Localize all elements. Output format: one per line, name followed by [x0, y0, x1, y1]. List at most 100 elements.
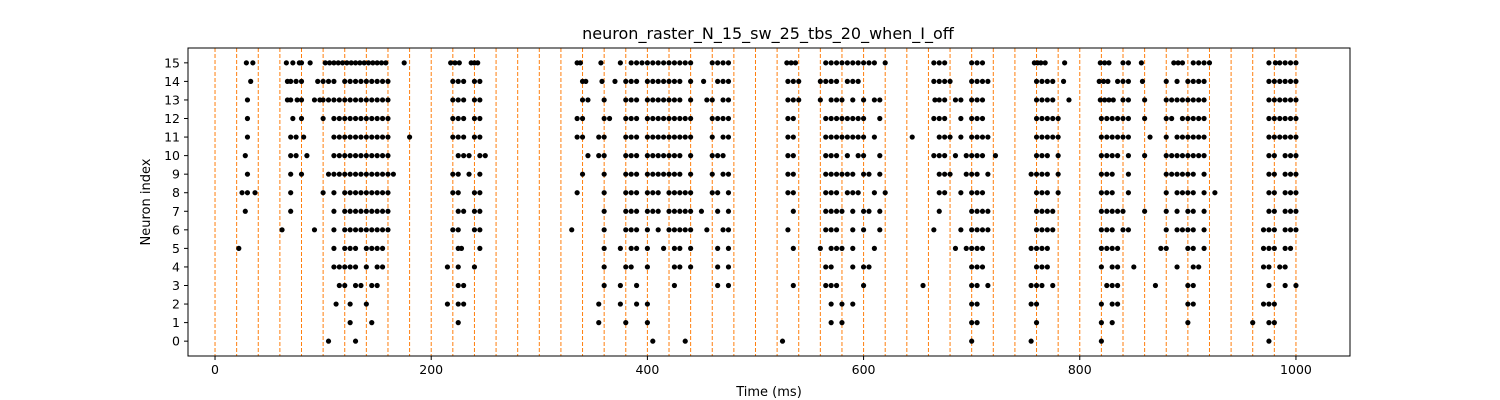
spike-marker: [288, 190, 294, 196]
spike-marker: [655, 78, 661, 84]
spike-marker: [1110, 97, 1116, 103]
spike-marker: [363, 301, 369, 307]
spike-marker: [1266, 171, 1272, 177]
spike-marker: [1260, 264, 1267, 270]
spike-marker: [666, 97, 672, 103]
spike-marker: [661, 97, 667, 103]
spike-marker: [252, 190, 258, 196]
spike-marker: [1039, 115, 1045, 122]
spike-marker: [385, 97, 391, 103]
spike-marker: [1190, 208, 1196, 214]
spike-marker: [688, 78, 694, 84]
spike-marker: [828, 227, 834, 233]
spike-marker: [322, 60, 328, 66]
spike-marker: [725, 134, 732, 140]
spike-marker: [1196, 97, 1202, 103]
spike-marker: [661, 153, 667, 159]
spike-marker: [1196, 60, 1202, 66]
spike-marker: [671, 97, 678, 103]
x-axis-ticks: 0 200 400 600 800 1000: [211, 356, 1312, 377]
spike-marker: [471, 264, 478, 270]
spike-marker: [1293, 190, 1299, 196]
spike-marker: [979, 115, 986, 122]
spike-marker: [1190, 190, 1196, 196]
spike-marker: [828, 134, 834, 140]
spike-marker: [1044, 171, 1050, 177]
spike-marker: [358, 115, 364, 122]
spike-marker: [839, 171, 845, 177]
spike-marker: [606, 115, 613, 122]
spike-marker: [383, 60, 389, 66]
spike-marker: [785, 227, 791, 233]
spike-marker: [850, 60, 856, 66]
spike-marker: [671, 245, 678, 251]
spike-marker: [601, 282, 607, 289]
spike-marker: [936, 208, 942, 214]
spike-marker: [1125, 171, 1132, 177]
y-tick-label: 13: [164, 92, 180, 107]
spike-marker: [709, 190, 715, 196]
spike-marker: [936, 153, 942, 159]
spike-marker: [817, 245, 823, 251]
spike-marker: [1190, 115, 1196, 122]
spike-marker: [363, 171, 369, 177]
spike-marker: [623, 153, 629, 159]
spike-marker: [823, 208, 829, 214]
spike-marker: [850, 97, 856, 103]
spike-marker: [709, 115, 715, 122]
spike-marker: [688, 97, 694, 103]
spike-marker: [1163, 78, 1169, 84]
spike-marker: [633, 60, 640, 66]
spike-marker: [666, 115, 672, 122]
spike-marker: [1266, 97, 1272, 103]
spike-marker: [623, 227, 629, 233]
spike-marker: [969, 97, 975, 103]
spike-marker: [379, 78, 386, 84]
spike-marker: [363, 78, 369, 84]
spike-marker: [1282, 190, 1288, 196]
spike-marker: [1106, 60, 1112, 66]
spike-marker: [352, 245, 359, 251]
spike-marker: [677, 190, 683, 196]
spike-marker: [860, 115, 867, 122]
spike-marker: [828, 78, 834, 84]
spike-marker: [1125, 227, 1132, 233]
spike-marker: [298, 115, 305, 122]
spike-marker: [671, 264, 678, 270]
spike-marker: [850, 78, 856, 84]
spike-marker: [347, 97, 353, 103]
spike-marker: [839, 97, 845, 103]
spike-marker: [596, 301, 602, 307]
spike-marker: [455, 282, 461, 289]
spike-marker: [363, 227, 369, 233]
spike-marker: [682, 190, 688, 196]
spike-marker: [628, 190, 634, 196]
spike-marker: [655, 153, 661, 159]
spike-marker: [942, 134, 948, 140]
spike-marker: [855, 134, 861, 140]
spike-marker: [985, 227, 991, 233]
spike-marker: [477, 134, 483, 140]
spike-marker: [378, 60, 385, 66]
spike-marker: [347, 134, 353, 140]
spike-marker: [969, 60, 975, 66]
spike-marker: [969, 115, 975, 122]
spike-marker: [1277, 115, 1283, 122]
spike-marker: [666, 78, 672, 84]
spike-marker: [369, 97, 375, 103]
spike-marker: [1098, 208, 1104, 214]
spike-marker: [342, 171, 348, 177]
spike-marker: [390, 171, 396, 177]
spike-marker: [633, 134, 640, 140]
spike-marker: [344, 60, 350, 66]
spike-marker: [952, 153, 959, 159]
spike-marker: [828, 282, 834, 289]
spike-marker: [348, 60, 354, 66]
spike-marker: [932, 97, 938, 103]
spike-marker: [823, 115, 829, 122]
spike-marker: [1098, 134, 1104, 140]
spike-marker: [796, 97, 802, 103]
spike-marker: [974, 245, 980, 251]
spike-marker: [1098, 338, 1104, 344]
spike-marker: [1185, 78, 1191, 84]
